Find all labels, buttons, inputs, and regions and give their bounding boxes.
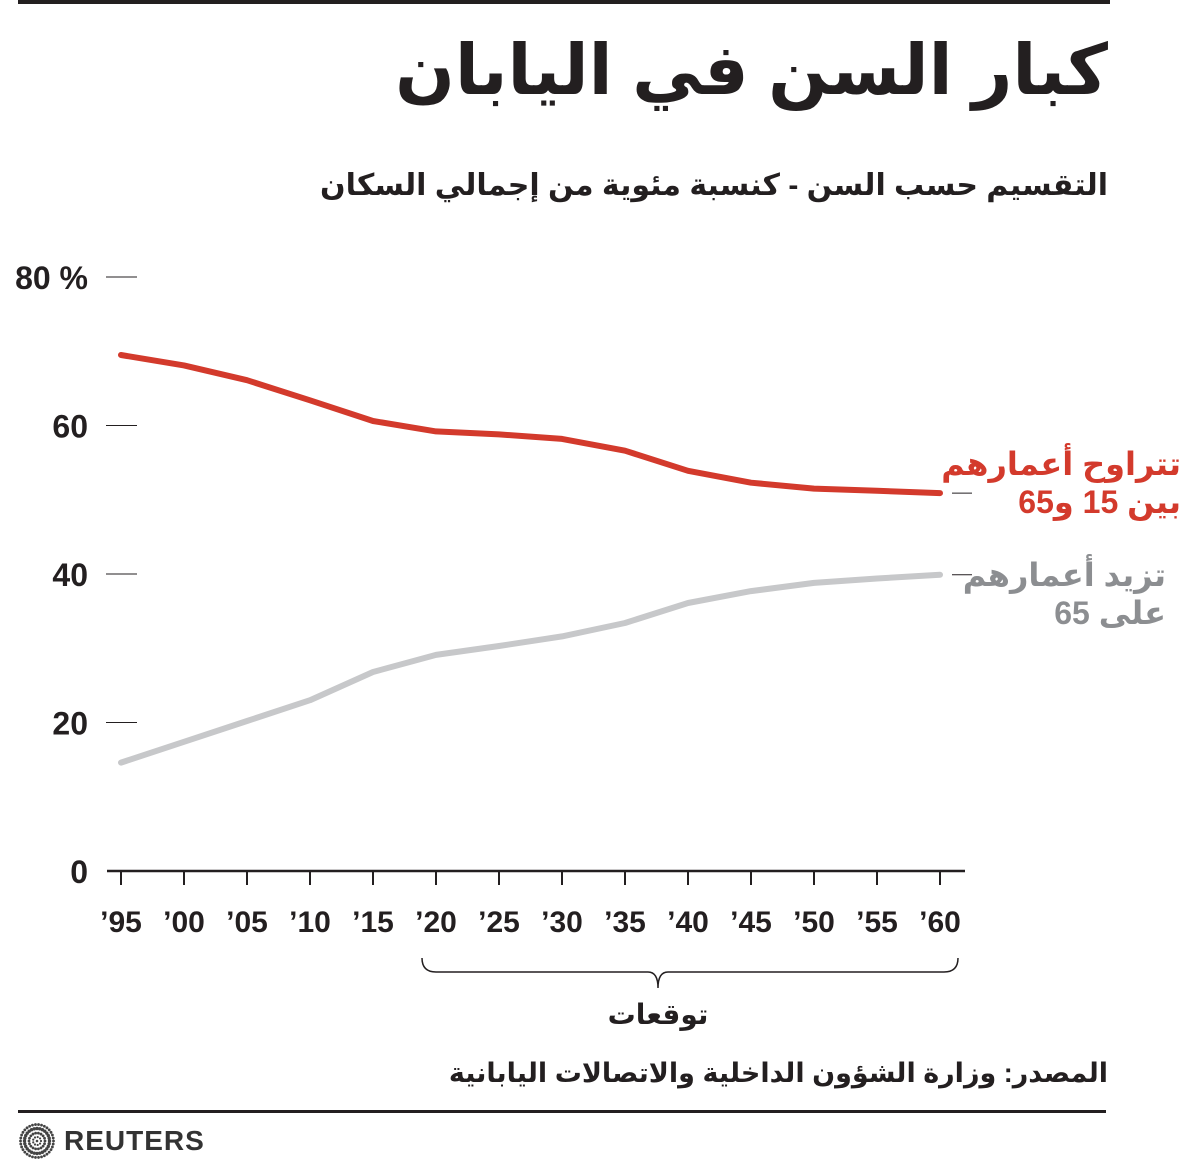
y-tick-label: 20 (52, 706, 88, 742)
x-tick-label: ’10 (289, 906, 331, 939)
top-rule (18, 0, 1110, 4)
y-tick-label: 40 (52, 557, 88, 593)
y-tick-label: 80 % (15, 260, 88, 296)
series-label: بين 15 و65 (1018, 484, 1181, 521)
source-note: المصدر: وزارة الشؤون الداخلية والاتصالات… (448, 1058, 1108, 1088)
projection-label: توقعات (608, 999, 709, 1031)
x-tick-label: ’40 (667, 906, 709, 939)
x-tick-label: ’60 (919, 906, 961, 939)
x-tick-label: ’30 (541, 906, 583, 939)
projection-brace (421, 957, 959, 989)
series-line-1 (118, 571, 943, 766)
x-tick-label: ’25 (478, 906, 520, 939)
x-tick-label: ’20 (415, 906, 457, 939)
reuters-dots-icon (19, 1123, 55, 1159)
chart-subtitle: التقسيم حسب السن - كنسبة مئوية من إجمالي… (320, 169, 1108, 202)
y-tick-label: 60 (52, 409, 88, 445)
series-line-0 (118, 352, 943, 497)
y-tick-label: 0 (70, 854, 88, 890)
series-label: تزيد أعمارهم (963, 554, 1166, 594)
x-tick-label: ’50 (793, 906, 835, 939)
bottom-rule (18, 1110, 1106, 1113)
x-tick-label: ’15 (352, 906, 394, 939)
x-tick-label: ’35 (604, 906, 646, 939)
reuters-logo: REUTERS (18, 1122, 205, 1160)
x-axis: ’95 ’00 ’05 ’10 ’15 ’20 ’25 ’30 ’35 ’40 ’45 ’50 ’55 ’… (100, 869, 965, 939)
series-label: على 65 (1054, 595, 1166, 631)
x-tick-label: ’00 (163, 906, 205, 939)
x-tick-label: ’55 (856, 906, 898, 939)
y-axis: 80 % 60 40 20 0 (15, 260, 137, 890)
logo-text: REUTERS (64, 1125, 205, 1156)
series-group (118, 352, 943, 766)
projection-annotation: توقعات (421, 957, 959, 1031)
series-label: تتراوح أعمارهم (941, 443, 1181, 483)
chart-title: كبار السن في اليابان (395, 31, 1108, 109)
x-tick-label: ’95 (100, 906, 142, 939)
x-tick-label: ’05 (226, 906, 268, 939)
x-tick-label: ’45 (730, 906, 772, 939)
